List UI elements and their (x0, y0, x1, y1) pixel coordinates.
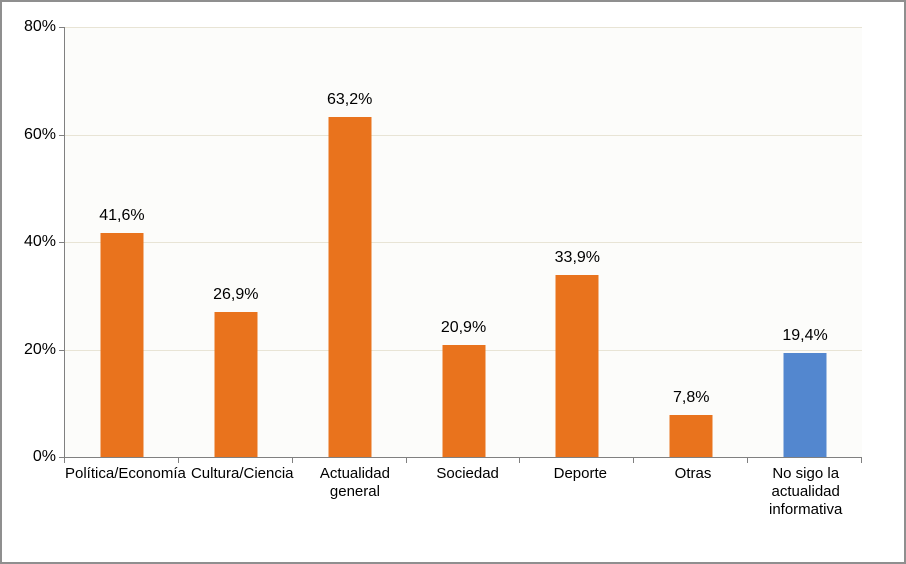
plot-area: 41,6% 26,9% 63,2% 20,9% 33,9% 7,8% 19,4% (59, 27, 862, 463)
bar-value-label: 26,9% (213, 286, 259, 304)
bar-value-label: 7,8% (672, 389, 710, 407)
x-tick-mark (405, 457, 407, 463)
bar-value-label: 19,4% (782, 326, 828, 344)
gridline-60 (65, 134, 862, 136)
x-tick-mark (177, 457, 179, 463)
x-tick-mark (861, 457, 862, 463)
bar (555, 274, 599, 457)
x-axis-category-label: Sociedad (436, 465, 499, 482)
y-axis-tick-label: 40% (23, 233, 56, 250)
bar (669, 415, 713, 457)
y-axis-tick-label: 80% (23, 18, 56, 35)
x-axis-category-label: Deporte (553, 465, 607, 482)
x-axis-labels: Política/Economía Cultura/Ciencia Actualid… (65, 465, 862, 519)
gridline-80 (65, 27, 862, 28)
bar (442, 344, 485, 457)
bar-value-label: 41,6% (99, 207, 145, 225)
y-tick-mark (59, 457, 65, 458)
gridline-40 (65, 242, 862, 243)
y-axis-labels: 0% 20% 40% 60% 80% (2, 18, 56, 465)
bar (783, 352, 827, 457)
y-axis-tick-label: 60% (23, 125, 56, 143)
bar-value-label: 63,2% (326, 91, 373, 109)
x-axis-category-label: Política/Economía (65, 465, 186, 482)
y-tick-mark (59, 349, 65, 351)
x-axis-category-label: Cultura/Ciencia (190, 465, 294, 482)
y-tick-mark (59, 134, 65, 136)
bar-value-label: 33,9% (554, 248, 601, 266)
x-tick-mark (519, 457, 521, 463)
x-tick-mark (291, 457, 293, 463)
x-axis-category-label: Actualidad general (319, 465, 390, 500)
x-tick-mark (64, 457, 65, 463)
bar-value-label: 20,9% (440, 318, 487, 336)
y-axis-tick-label: 20% (23, 340, 56, 358)
bar (100, 233, 144, 457)
x-tick-mark (747, 457, 749, 463)
y-tick-mark (59, 27, 65, 28)
x-axis-category-label: No sigo la actualidad informativa (769, 465, 843, 518)
x-tick-mark (633, 457, 635, 463)
bar (214, 312, 258, 457)
y-tick-mark (59, 242, 65, 243)
y-axis-tick-label: 0% (32, 448, 56, 465)
bar (328, 117, 372, 457)
x-axis-category-label: Otras (674, 465, 712, 482)
